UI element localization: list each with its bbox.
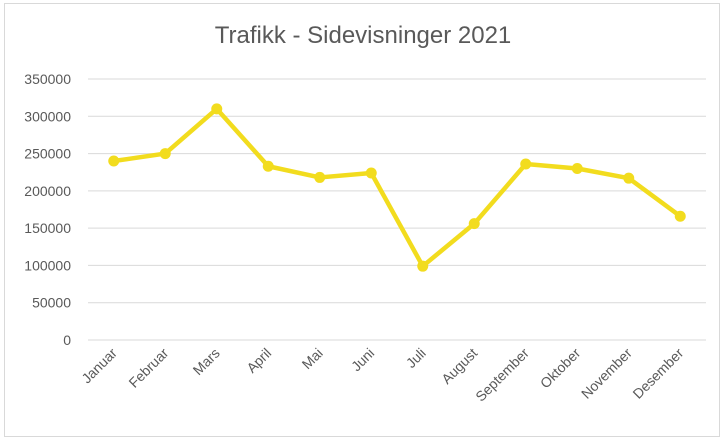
data-point — [314, 171, 326, 183]
gridlines — [88, 78, 706, 341]
data-point — [623, 172, 635, 184]
series-layer — [108, 103, 686, 272]
x-tick-label: Mars — [190, 345, 223, 378]
data-point — [108, 155, 120, 167]
y-tick-label: 50000 — [32, 295, 71, 311]
data-point — [365, 167, 377, 179]
y-tick-label: 350000 — [24, 71, 71, 87]
chart-frame — [4, 3, 720, 437]
y-tick-label: 0 — [63, 332, 71, 348]
data-point — [159, 148, 171, 160]
series-line — [111, 106, 683, 269]
x-tick-label: Juli — [403, 345, 429, 371]
data-point — [520, 158, 532, 170]
chart-title: Trafikk - Sidevisninger 2021 — [214, 22, 512, 49]
y-tick-label: 250000 — [24, 146, 71, 162]
x-tick-label: Mai — [299, 345, 326, 372]
x-axis-labels: Januar Februar Mars April Mai Juni Juli AugustS… — [78, 345, 686, 405]
data-point — [417, 260, 429, 272]
x-tick-label: August — [438, 345, 480, 387]
y-axis-labels: 0 50000 100000 150000 200000 250000 300000 3500… — [24, 71, 71, 348]
data-point — [571, 162, 583, 174]
y-tick-label: 100000 — [24, 257, 71, 273]
x-tick-label: September — [472, 345, 532, 405]
y-tick-label: 200000 — [24, 183, 71, 199]
x-tick-label: Desember — [629, 345, 686, 402]
y-tick-label: 300000 — [24, 108, 71, 124]
data-point — [262, 160, 274, 172]
x-tick-label: Januar — [78, 345, 120, 387]
x-tick-label: Juni — [348, 345, 377, 374]
y-tick-label: 150000 — [24, 220, 71, 236]
x-tick-label: April — [243, 345, 274, 376]
data-point — [674, 210, 686, 222]
x-tick-label: Oktober — [537, 345, 584, 392]
x-tick-label: November — [578, 345, 635, 402]
x-tick-label: Februar — [125, 345, 171, 391]
data-point — [468, 218, 480, 230]
data-point — [211, 103, 223, 115]
